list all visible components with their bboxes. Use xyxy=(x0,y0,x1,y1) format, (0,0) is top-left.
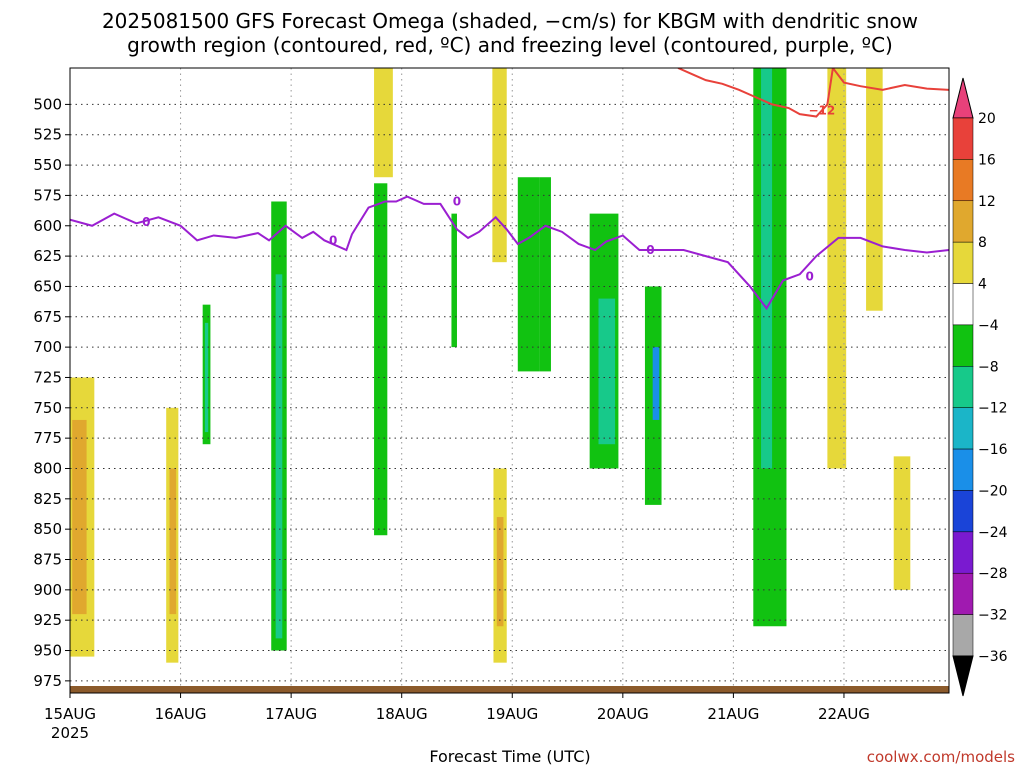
x-axis-ticks: 15AUG 16AUG 17AUG 18AUG 19AUG 20AUG 21AUG 22AUG xyxy=(44,693,870,723)
colorbar-label: −28 xyxy=(978,566,1008,582)
colorbar-swatch xyxy=(952,366,974,408)
colorbar-label: −4 xyxy=(978,318,999,334)
omega-cell xyxy=(374,183,388,536)
y-axis-ticks: 500 525 550 575 600 625 650 675 700 725 750 775 800 8… xyxy=(33,95,70,690)
contour-label: 0 xyxy=(646,243,654,257)
omega-cell xyxy=(275,274,283,639)
colorbar-label: 4 xyxy=(978,277,987,293)
omega-cell xyxy=(517,177,540,372)
grid-lines xyxy=(70,68,949,693)
colorbar-label: −16 xyxy=(978,442,1008,458)
x-axis-year-label: 2025 xyxy=(51,724,89,742)
omega-cell xyxy=(598,298,616,445)
colorbar-label: 12 xyxy=(978,194,996,210)
plot-frame xyxy=(69,67,950,694)
omega-cell xyxy=(72,419,87,615)
omega-cell xyxy=(827,68,847,469)
colorbar-label: −12 xyxy=(978,401,1008,417)
x-tick-label: 19AUG xyxy=(486,705,538,723)
omega-cell xyxy=(893,456,911,590)
y-tick-label: 975 xyxy=(33,672,62,690)
contour-label: 0 xyxy=(806,270,814,284)
colorbar-swatch xyxy=(952,159,974,202)
dgz-minus12-contour xyxy=(677,68,949,118)
colorbar-swatch xyxy=(952,531,974,574)
x-tick-label: 21AUG xyxy=(707,705,759,723)
ground-bar xyxy=(70,686,949,693)
omega-cell xyxy=(374,68,393,178)
x-tick-label: 15AUG xyxy=(44,705,96,723)
x-axis-label: Forecast Time (UTC) xyxy=(429,747,590,766)
contours: 0 0 0 0 0 −12 xyxy=(70,68,949,311)
y-tick-label: 675 xyxy=(33,308,62,326)
colorbar-top-arrow xyxy=(952,77,974,119)
x-tick-label: 20AUG xyxy=(597,705,649,723)
colorbar-label: 20 xyxy=(978,111,996,127)
chart-title-line-2: growth region (contoured, red, ºC) and f… xyxy=(127,33,893,57)
omega-cell xyxy=(539,177,551,372)
colorbar-swatch xyxy=(952,490,974,533)
colorbar-label: −8 xyxy=(978,359,999,375)
colorbar-swatch xyxy=(952,572,974,615)
colorbar-label: −36 xyxy=(978,649,1008,665)
colorbar-swatch xyxy=(952,200,974,243)
y-tick-label: 825 xyxy=(33,490,62,508)
contour-label: 0 xyxy=(453,194,461,208)
x-tick-label: 18AUG xyxy=(376,705,428,723)
omega-cell xyxy=(761,68,773,469)
y-tick-label: 650 xyxy=(33,277,62,295)
colorbar-swatch xyxy=(952,117,974,160)
colorbar-label: 8 xyxy=(978,235,987,251)
colorbar-label: −20 xyxy=(978,483,1008,499)
y-tick-label: 525 xyxy=(33,126,62,144)
omega-cell xyxy=(652,347,660,420)
x-tick-label: 17AUG xyxy=(265,705,317,723)
colorbar: 20 16 12 8 4 −4 −8 −12 −16 −20 −24 −28 −32 −36 xyxy=(952,77,1008,697)
colorbar-swatch xyxy=(952,241,974,284)
y-tick-label: 500 xyxy=(33,95,62,113)
colorbar-swatch xyxy=(952,324,974,367)
chart-title-line-1: 2025081500 GFS Forecast Omega (shaded, −… xyxy=(102,9,918,33)
colorbar-swatch xyxy=(952,448,974,491)
y-tick-label: 850 xyxy=(33,520,62,538)
y-tick-label: 575 xyxy=(33,186,62,204)
colorbar-swatch xyxy=(952,407,974,450)
y-tick-label: 625 xyxy=(33,247,62,265)
y-tick-label: 775 xyxy=(33,429,62,447)
y-tick-label: 925 xyxy=(33,611,62,629)
credit-text: coolwx.com/models xyxy=(867,748,1015,766)
omega-cell xyxy=(496,517,504,627)
x-tick-label: 22AUG xyxy=(818,705,870,723)
colorbar-label: 16 xyxy=(978,152,996,168)
colorbar-bottom-arrow xyxy=(952,655,974,697)
colorbar-label: −32 xyxy=(978,608,1008,624)
y-tick-label: 725 xyxy=(33,368,62,386)
omega-cell xyxy=(451,213,457,348)
omega-cell xyxy=(169,468,177,615)
y-tick-label: 800 xyxy=(33,459,62,477)
y-tick-label: 750 xyxy=(33,399,62,417)
plot-area xyxy=(70,68,949,693)
y-tick-label: 950 xyxy=(33,642,62,660)
colorbar-swatch xyxy=(952,283,974,326)
y-tick-label: 900 xyxy=(33,581,62,599)
freezing-level-contour xyxy=(70,195,949,311)
contour-label: 0 xyxy=(329,233,337,247)
y-tick-label: 600 xyxy=(33,217,62,235)
x-tick-label: 16AUG xyxy=(155,705,207,723)
colorbar-label: −24 xyxy=(978,525,1008,541)
contour-label: −12 xyxy=(808,103,835,117)
y-tick-label: 700 xyxy=(33,338,62,356)
contour-label: 0 xyxy=(142,215,150,229)
omega-cell xyxy=(204,322,209,433)
y-tick-label: 875 xyxy=(33,551,62,569)
colorbar-swatch xyxy=(952,614,974,657)
omega-cell xyxy=(866,68,883,311)
y-tick-label: 550 xyxy=(33,156,62,174)
